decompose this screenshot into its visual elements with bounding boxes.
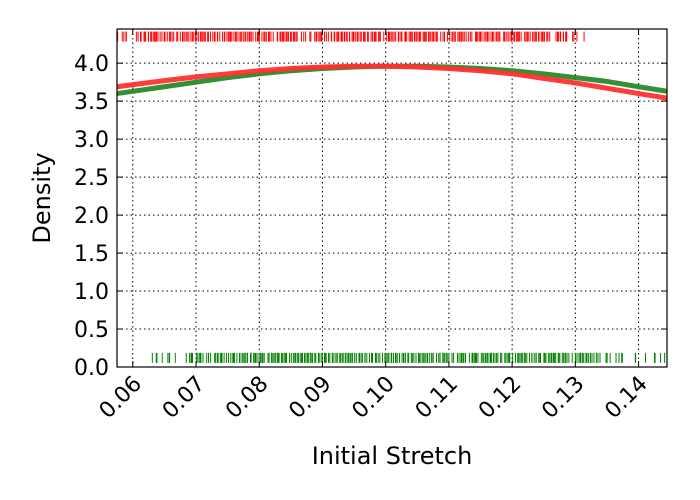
x-tick-label: 0.07 [158, 372, 210, 424]
density-line-red [116, 63, 668, 101]
rug-bottom-green [151, 352, 666, 363]
density-line-green [116, 63, 668, 97]
axis-ticks [117, 29, 667, 368]
rug-marks [117, 31, 666, 363]
y-axis-label: Density [28, 152, 56, 243]
plot-frame [116, 28, 668, 368]
x-tick-label: 0.09 [284, 372, 336, 424]
y-tick-label: 1.5 [74, 242, 109, 267]
x-tick-label: 0.10 [348, 372, 400, 424]
y-tick-label: 3.0 [74, 128, 109, 153]
x-tick-label: 0.14 [600, 372, 652, 424]
y-tick-label: 2.0 [74, 204, 109, 229]
x-axis-label: Initial Stretch [312, 442, 473, 470]
y-tick-labels: 0.0 0.5 1.0 1.5 2.0 2.5 3.0 3.5 4.0 [74, 52, 109, 381]
y-tick-label: 4.0 [74, 52, 109, 77]
x-tick-label: 0.11 [411, 372, 463, 424]
y-tick-label: 2.5 [74, 166, 109, 191]
y-tick-label: 0.0 [74, 356, 109, 381]
rug-top-red [117, 31, 585, 42]
density-curves [116, 63, 668, 101]
x-tick-label: 0.08 [221, 372, 273, 424]
x-tick-label: 0.13 [537, 372, 589, 424]
y-tick-label: 0.5 [74, 318, 109, 343]
x-tick-label: 0.12 [474, 372, 526, 424]
x-tick-labels: 0.06 0.07 0.08 0.09 0.10 0.11 0.12 0.13 0.14 [95, 372, 653, 424]
y-tick-label: 1.0 [74, 280, 109, 305]
y-tick-label: 3.5 [74, 90, 109, 115]
